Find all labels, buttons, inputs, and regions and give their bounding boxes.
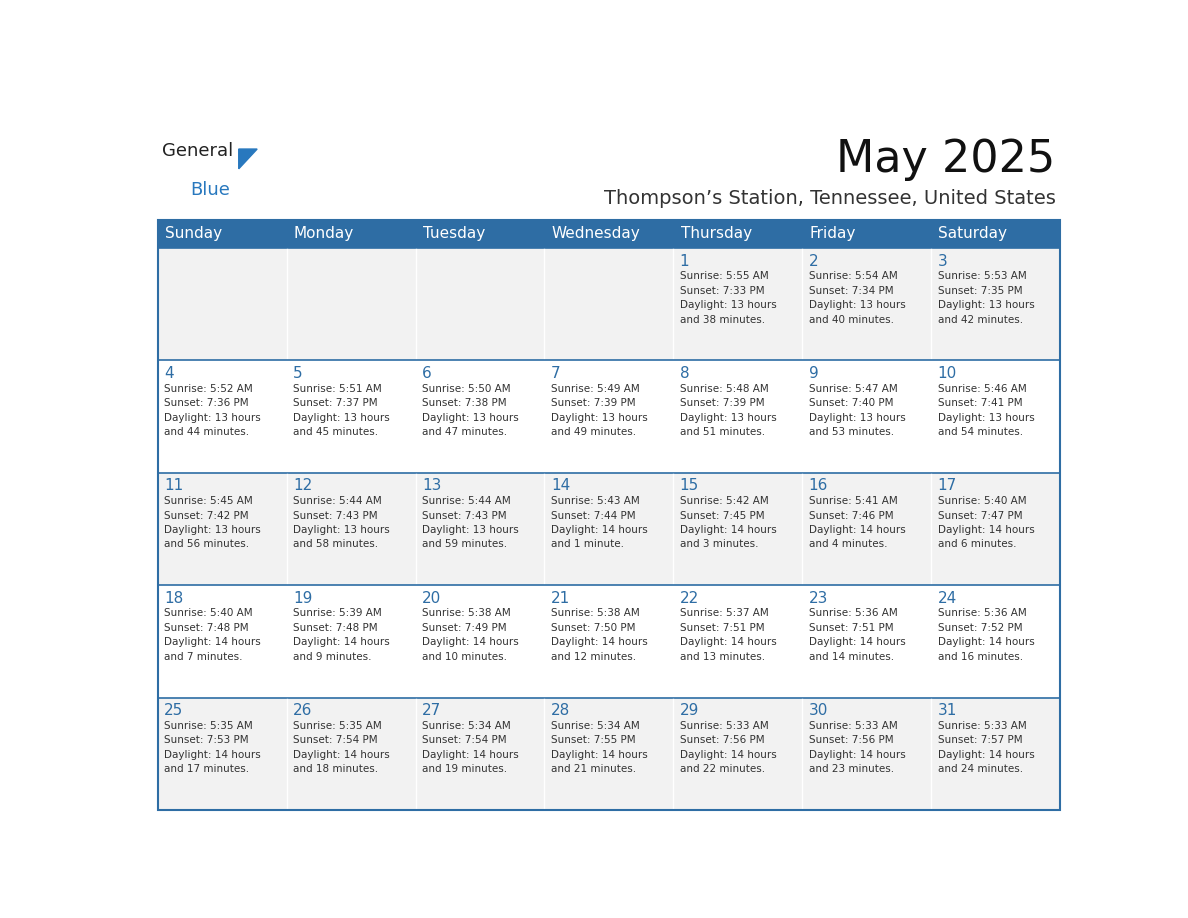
FancyBboxPatch shape: [158, 473, 1060, 585]
Text: Sunrise: 5:40 AM
Sunset: 7:47 PM
Daylight: 14 hours
and 6 minutes.: Sunrise: 5:40 AM Sunset: 7:47 PM Dayligh…: [937, 496, 1035, 549]
FancyBboxPatch shape: [158, 219, 1060, 248]
Text: Sunrise: 5:46 AM
Sunset: 7:41 PM
Daylight: 13 hours
and 54 minutes.: Sunrise: 5:46 AM Sunset: 7:41 PM Dayligh…: [937, 384, 1035, 437]
Text: Sunrise: 5:33 AM
Sunset: 7:56 PM
Daylight: 14 hours
and 23 minutes.: Sunrise: 5:33 AM Sunset: 7:56 PM Dayligh…: [809, 721, 905, 774]
Text: 27: 27: [422, 703, 441, 718]
Text: Sunday: Sunday: [165, 227, 222, 241]
Text: Thursday: Thursday: [681, 227, 752, 241]
Text: General: General: [163, 142, 234, 160]
Text: Sunrise: 5:35 AM
Sunset: 7:53 PM
Daylight: 14 hours
and 17 minutes.: Sunrise: 5:35 AM Sunset: 7:53 PM Dayligh…: [164, 721, 261, 774]
Text: Sunrise: 5:54 AM
Sunset: 7:34 PM
Daylight: 13 hours
and 40 minutes.: Sunrise: 5:54 AM Sunset: 7:34 PM Dayligh…: [809, 272, 905, 325]
Text: Sunrise: 5:44 AM
Sunset: 7:43 PM
Daylight: 13 hours
and 59 minutes.: Sunrise: 5:44 AM Sunset: 7:43 PM Dayligh…: [422, 496, 519, 549]
Text: May 2025: May 2025: [836, 138, 1055, 181]
Text: 21: 21: [551, 591, 570, 606]
Polygon shape: [239, 149, 257, 169]
FancyBboxPatch shape: [158, 585, 1060, 698]
Text: Sunrise: 5:34 AM
Sunset: 7:54 PM
Daylight: 14 hours
and 19 minutes.: Sunrise: 5:34 AM Sunset: 7:54 PM Dayligh…: [422, 721, 519, 774]
Text: Saturday: Saturday: [939, 227, 1007, 241]
Text: 7: 7: [551, 366, 561, 381]
Text: Sunrise: 5:42 AM
Sunset: 7:45 PM
Daylight: 14 hours
and 3 minutes.: Sunrise: 5:42 AM Sunset: 7:45 PM Dayligh…: [680, 496, 777, 549]
Text: Thompson’s Station, Tennessee, United States: Thompson’s Station, Tennessee, United St…: [604, 189, 1055, 208]
Text: 30: 30: [809, 703, 828, 718]
Text: Sunrise: 5:36 AM
Sunset: 7:52 PM
Daylight: 14 hours
and 16 minutes.: Sunrise: 5:36 AM Sunset: 7:52 PM Dayligh…: [937, 609, 1035, 662]
Text: 5: 5: [293, 366, 303, 381]
Text: 22: 22: [680, 591, 699, 606]
Text: Sunrise: 5:40 AM
Sunset: 7:48 PM
Daylight: 14 hours
and 7 minutes.: Sunrise: 5:40 AM Sunset: 7:48 PM Dayligh…: [164, 609, 261, 662]
Text: 19: 19: [293, 591, 312, 606]
Text: 1: 1: [680, 253, 689, 269]
Text: Monday: Monday: [293, 227, 354, 241]
Text: Sunrise: 5:47 AM
Sunset: 7:40 PM
Daylight: 13 hours
and 53 minutes.: Sunrise: 5:47 AM Sunset: 7:40 PM Dayligh…: [809, 384, 905, 437]
Text: 4: 4: [164, 366, 173, 381]
Text: Sunrise: 5:44 AM
Sunset: 7:43 PM
Daylight: 13 hours
and 58 minutes.: Sunrise: 5:44 AM Sunset: 7:43 PM Dayligh…: [293, 496, 390, 549]
Text: 15: 15: [680, 478, 699, 494]
Text: 29: 29: [680, 703, 699, 718]
Text: Sunrise: 5:36 AM
Sunset: 7:51 PM
Daylight: 14 hours
and 14 minutes.: Sunrise: 5:36 AM Sunset: 7:51 PM Dayligh…: [809, 609, 905, 662]
Text: 23: 23: [809, 591, 828, 606]
Text: Sunrise: 5:38 AM
Sunset: 7:49 PM
Daylight: 14 hours
and 10 minutes.: Sunrise: 5:38 AM Sunset: 7:49 PM Dayligh…: [422, 609, 519, 662]
Text: 28: 28: [551, 703, 570, 718]
Text: Blue: Blue: [190, 181, 229, 199]
Text: Sunrise: 5:48 AM
Sunset: 7:39 PM
Daylight: 13 hours
and 51 minutes.: Sunrise: 5:48 AM Sunset: 7:39 PM Dayligh…: [680, 384, 777, 437]
Text: Sunrise: 5:33 AM
Sunset: 7:56 PM
Daylight: 14 hours
and 22 minutes.: Sunrise: 5:33 AM Sunset: 7:56 PM Dayligh…: [680, 721, 777, 774]
Text: 31: 31: [937, 703, 956, 718]
Text: Sunrise: 5:34 AM
Sunset: 7:55 PM
Daylight: 14 hours
and 21 minutes.: Sunrise: 5:34 AM Sunset: 7:55 PM Dayligh…: [551, 721, 647, 774]
Text: 2: 2: [809, 253, 819, 269]
Text: 14: 14: [551, 478, 570, 494]
Text: 18: 18: [164, 591, 183, 606]
Text: Sunrise: 5:52 AM
Sunset: 7:36 PM
Daylight: 13 hours
and 44 minutes.: Sunrise: 5:52 AM Sunset: 7:36 PM Dayligh…: [164, 384, 261, 437]
Text: 6: 6: [422, 366, 431, 381]
Text: 24: 24: [937, 591, 956, 606]
Text: Tuesday: Tuesday: [423, 227, 485, 241]
FancyBboxPatch shape: [158, 698, 1060, 810]
Text: Sunrise: 5:43 AM
Sunset: 7:44 PM
Daylight: 14 hours
and 1 minute.: Sunrise: 5:43 AM Sunset: 7:44 PM Dayligh…: [551, 496, 647, 549]
Text: 17: 17: [937, 478, 956, 494]
Text: Sunrise: 5:38 AM
Sunset: 7:50 PM
Daylight: 14 hours
and 12 minutes.: Sunrise: 5:38 AM Sunset: 7:50 PM Dayligh…: [551, 609, 647, 662]
Text: 9: 9: [809, 366, 819, 381]
Text: Sunrise: 5:51 AM
Sunset: 7:37 PM
Daylight: 13 hours
and 45 minutes.: Sunrise: 5:51 AM Sunset: 7:37 PM Dayligh…: [293, 384, 390, 437]
Text: 3: 3: [937, 253, 947, 269]
Text: 13: 13: [422, 478, 441, 494]
Text: Sunrise: 5:53 AM
Sunset: 7:35 PM
Daylight: 13 hours
and 42 minutes.: Sunrise: 5:53 AM Sunset: 7:35 PM Dayligh…: [937, 272, 1035, 325]
Text: Sunrise: 5:49 AM
Sunset: 7:39 PM
Daylight: 13 hours
and 49 minutes.: Sunrise: 5:49 AM Sunset: 7:39 PM Dayligh…: [551, 384, 647, 437]
Text: Sunrise: 5:39 AM
Sunset: 7:48 PM
Daylight: 14 hours
and 9 minutes.: Sunrise: 5:39 AM Sunset: 7:48 PM Dayligh…: [293, 609, 390, 662]
FancyBboxPatch shape: [158, 248, 1060, 361]
Text: Sunrise: 5:35 AM
Sunset: 7:54 PM
Daylight: 14 hours
and 18 minutes.: Sunrise: 5:35 AM Sunset: 7:54 PM Dayligh…: [293, 721, 390, 774]
Text: 12: 12: [293, 478, 312, 494]
Text: 26: 26: [293, 703, 312, 718]
Text: Sunrise: 5:41 AM
Sunset: 7:46 PM
Daylight: 14 hours
and 4 minutes.: Sunrise: 5:41 AM Sunset: 7:46 PM Dayligh…: [809, 496, 905, 549]
Text: Sunrise: 5:37 AM
Sunset: 7:51 PM
Daylight: 14 hours
and 13 minutes.: Sunrise: 5:37 AM Sunset: 7:51 PM Dayligh…: [680, 609, 777, 662]
Text: 11: 11: [164, 478, 183, 494]
Text: Friday: Friday: [809, 227, 855, 241]
Text: 8: 8: [680, 366, 689, 381]
FancyBboxPatch shape: [158, 361, 1060, 473]
Text: Wednesday: Wednesday: [551, 227, 640, 241]
Text: Sunrise: 5:55 AM
Sunset: 7:33 PM
Daylight: 13 hours
and 38 minutes.: Sunrise: 5:55 AM Sunset: 7:33 PM Dayligh…: [680, 272, 777, 325]
Text: Sunrise: 5:33 AM
Sunset: 7:57 PM
Daylight: 14 hours
and 24 minutes.: Sunrise: 5:33 AM Sunset: 7:57 PM Dayligh…: [937, 721, 1035, 774]
Text: Sunrise: 5:45 AM
Sunset: 7:42 PM
Daylight: 13 hours
and 56 minutes.: Sunrise: 5:45 AM Sunset: 7:42 PM Dayligh…: [164, 496, 261, 549]
Text: 10: 10: [937, 366, 956, 381]
Text: 16: 16: [809, 478, 828, 494]
Text: 25: 25: [164, 703, 183, 718]
Text: Sunrise: 5:50 AM
Sunset: 7:38 PM
Daylight: 13 hours
and 47 minutes.: Sunrise: 5:50 AM Sunset: 7:38 PM Dayligh…: [422, 384, 519, 437]
Text: 20: 20: [422, 591, 441, 606]
